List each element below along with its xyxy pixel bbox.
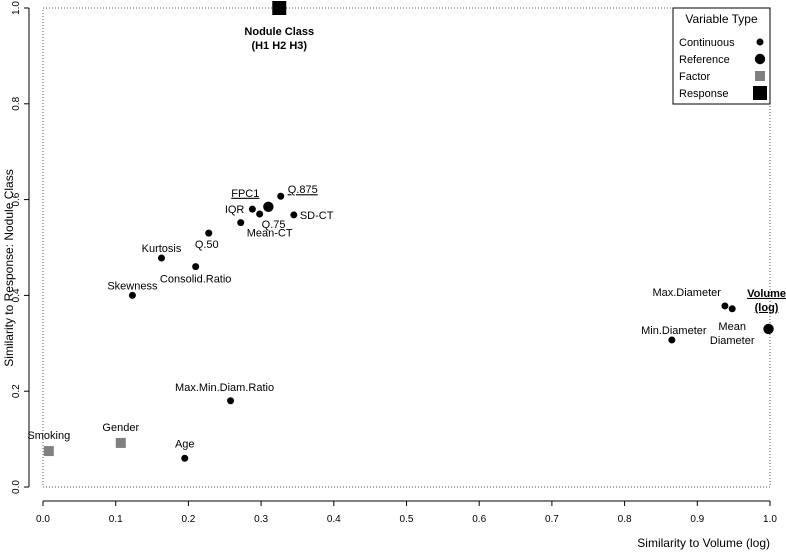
x-tick-label: 0.0: [36, 514, 50, 525]
y-tick-label: 1.0: [11, 1, 22, 15]
reference-point: [763, 323, 774, 335]
point-label: Consolid.Ratio: [160, 274, 232, 286]
data-points: [43, 1, 774, 462]
x-tick-label: 0.1: [109, 514, 123, 525]
point-labels: Nodule Class (H1 H2 H3) Q.875 FPC1 IQR Q.75 SD…: [27, 26, 786, 450]
factor-point: [755, 71, 765, 81]
axes: 0.0 0.1 0.2 0.3 0.4 0.5 0.6 0.7 0.8 0.9 1.0 0.0 0.2 0…: [11, 1, 777, 525]
x-tick-label: 0.3: [254, 514, 268, 525]
y-axis-label: Similarity to Response: Nodule Class: [2, 169, 16, 366]
reference-point: [754, 53, 766, 65]
legend: Variable Type Continuous Reference Factor Re…: [672, 7, 771, 105]
continuous-point: [237, 219, 245, 227]
x-tick-label: 0.8: [618, 514, 632, 525]
continuous-point: [728, 305, 736, 313]
response-point: [753, 86, 767, 100]
point-label: Gender: [102, 422, 139, 434]
point-label: IQR: [225, 204, 245, 216]
point-label: Smoking: [27, 430, 70, 442]
point-label: Diameter: [710, 335, 755, 347]
legend-item-label: Factor: [679, 71, 711, 83]
point-label: SD-CT: [300, 210, 334, 222]
factor-point: [43, 446, 54, 457]
continuous-point: [256, 210, 264, 218]
x-tick-label: 0.5: [400, 514, 414, 525]
x-tick-label: 0.7: [545, 514, 559, 525]
continuous-point: [668, 336, 676, 344]
point-label: Q.75: [262, 219, 286, 231]
point-label: Volume: [747, 288, 786, 300]
point-label: Max.Min.Diam.Ratio: [175, 382, 274, 394]
point-label: FPC1: [231, 188, 259, 200]
continuous-point: [128, 291, 136, 299]
y-tick-label: 0.0: [11, 480, 22, 494]
plot-frame: [42, 7, 771, 488]
point-label: Nodule Class: [244, 26, 314, 38]
continuous-point: [277, 192, 285, 200]
x-axis-label: Similarity to Volume (log): [637, 536, 770, 550]
x-tick-label: 0.9: [690, 514, 704, 525]
point-label: Q.50: [195, 239, 219, 251]
continuous-point: [181, 454, 189, 462]
point-label: Mean: [718, 321, 746, 333]
point-label: (log): [755, 302, 779, 314]
point-label: Skewness: [107, 280, 158, 292]
continuous-point: [721, 302, 729, 310]
x-tick-label: 0.2: [181, 514, 195, 525]
factor-point: [115, 437, 126, 448]
x-tick-label: 0.4: [327, 514, 341, 525]
x-tick-label: 1.0: [763, 514, 777, 525]
continuous-point: [158, 254, 166, 262]
point-label: Kurtosis: [142, 243, 182, 255]
legend-item-label: Continuous: [679, 37, 735, 49]
legend-item-label: Response: [679, 88, 729, 100]
y-tick-label: 0.4: [11, 288, 22, 302]
continuous-point: [290, 211, 298, 219]
continuous-point: [248, 205, 256, 213]
continuous-point: [192, 263, 200, 271]
response-point: [272, 1, 287, 15]
reference-point: [263, 201, 274, 212]
point-label: Max.Diameter: [652, 287, 721, 299]
point-label: Mean-CT: [247, 228, 293, 240]
x-tick-label: 0.6: [472, 514, 486, 525]
continuous-point: [205, 229, 213, 237]
legend-item-label: Reference: [679, 54, 730, 66]
point-label: Min.Diameter: [641, 325, 707, 337]
y-tick-label: 0.6: [11, 192, 22, 206]
legend-title: Variable Type: [685, 12, 758, 26]
continuous-point: [756, 38, 764, 46]
point-label: Age: [175, 438, 195, 450]
y-tick-label: 0.8: [11, 96, 22, 110]
plot-border: [42, 7, 771, 488]
point-label: Q.875: [288, 184, 318, 196]
continuous-point: [227, 397, 235, 405]
y-tick-label: 0.2: [11, 384, 22, 398]
point-label: (H1 H2 H3): [251, 40, 307, 52]
